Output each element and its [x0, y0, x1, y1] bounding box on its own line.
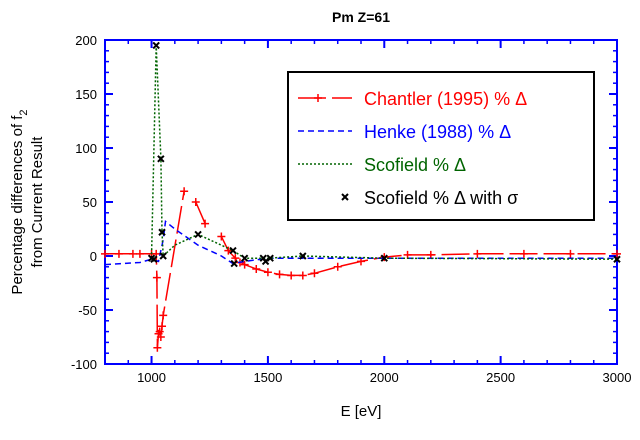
- y-tick-label: 100: [75, 141, 97, 156]
- plus-marker: [114, 249, 123, 258]
- plus-marker: [263, 268, 272, 277]
- plus-marker: [152, 273, 161, 282]
- chart-title: Pm Z=61: [332, 9, 390, 25]
- x-tick-label: 3000: [603, 370, 632, 385]
- x-marker: [341, 193, 349, 201]
- y-tick-label: 200: [75, 33, 97, 48]
- series-line: [104, 219, 617, 266]
- plus-marker: [158, 322, 167, 331]
- x-marker: [380, 254, 388, 262]
- x-marker: [266, 254, 274, 262]
- x-marker: [194, 230, 202, 239]
- plus-marker: [135, 249, 144, 258]
- x-marker: [159, 252, 167, 260]
- legend-label: Scofield % Δ with σ: [364, 188, 518, 208]
- series-1: [104, 219, 617, 266]
- plus-marker: [275, 270, 284, 279]
- plus-marker: [128, 249, 137, 258]
- y-axis-label-line2: from Current Result: [29, 136, 46, 268]
- plus-marker: [240, 260, 249, 269]
- plus-marker: [224, 246, 233, 255]
- series-3: [147, 41, 621, 268]
- x-marker: [152, 41, 160, 50]
- plus-marker: [201, 219, 210, 228]
- x-marker: [261, 257, 270, 266]
- y-tick-label: -50: [78, 303, 97, 318]
- plus-marker: [473, 249, 482, 258]
- x-tick-label: 2000: [370, 370, 399, 385]
- plus-marker: [298, 271, 307, 280]
- plus-marker: [519, 249, 528, 258]
- x-marker: [158, 228, 166, 236]
- x-marker: [150, 255, 158, 263]
- x-marker: [613, 255, 621, 263]
- legend-label: Scofield % Δ: [364, 155, 466, 175]
- series-0: [101, 187, 621, 352]
- plus-marker: [155, 327, 164, 336]
- plus-marker: [101, 249, 109, 258]
- plus-marker: [252, 264, 261, 273]
- y-axis-label: Percentage differences of f2: [9, 109, 30, 294]
- plus-marker: [333, 262, 342, 271]
- x-tick-label: 1000: [137, 370, 166, 385]
- y-tick-label: 0: [90, 249, 97, 264]
- plus-marker: [156, 333, 165, 341]
- x-axis-label: E [eV]: [341, 403, 382, 420]
- x-marker: [230, 259, 238, 268]
- y-tick-label: 50: [83, 195, 97, 210]
- x-marker: [229, 246, 237, 255]
- y-tick-label: -100: [71, 357, 97, 372]
- x-tick-label: 1500: [253, 370, 282, 385]
- plus-marker: [217, 232, 226, 241]
- plus-marker: [153, 343, 162, 352]
- plus-marker: [159, 311, 168, 320]
- x-marker: [299, 252, 307, 260]
- x-tick-label: 2500: [486, 370, 515, 385]
- plus-marker: [231, 254, 240, 263]
- plus-marker: [314, 94, 322, 102]
- series-2: [150, 45, 618, 260]
- legend: Chantler (1995) % Δ Henke (1988) % Δ Scofi…: [287, 71, 595, 221]
- y-tick-label: 150: [75, 87, 97, 102]
- plus-marker: [566, 249, 575, 258]
- plus-marker: [287, 271, 296, 280]
- plus-marker: [310, 269, 319, 278]
- plus-marker: [180, 187, 189, 196]
- x-marker: [157, 155, 165, 163]
- plus-marker: [613, 249, 621, 258]
- legend-label: Henke (1988) % Δ: [364, 122, 511, 142]
- legend-label: Chantler (1995) % Δ: [364, 89, 527, 109]
- x-marker: [240, 254, 249, 262]
- plus-marker: [191, 198, 200, 206]
- series-line: [150, 45, 618, 260]
